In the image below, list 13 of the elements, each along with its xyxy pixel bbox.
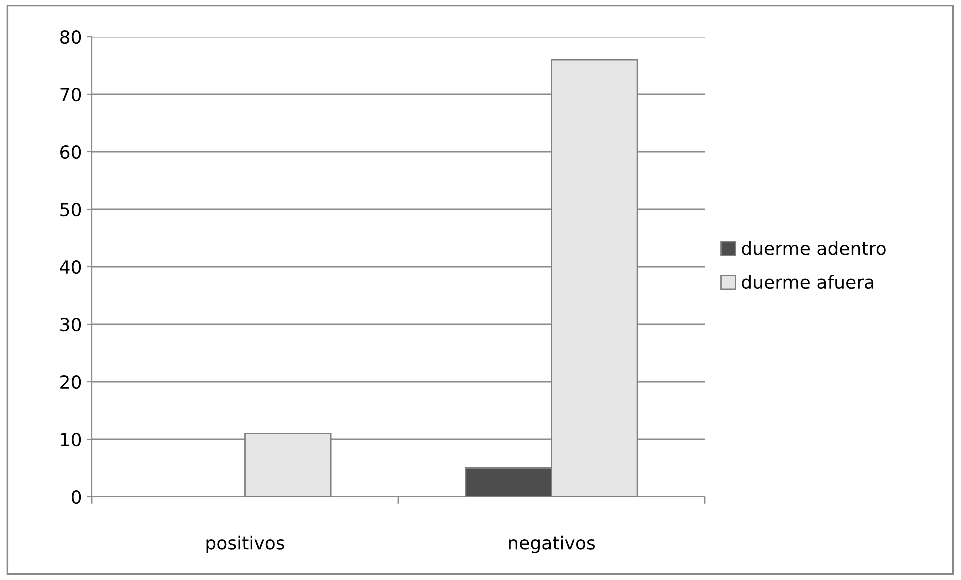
y-tick-label: 80 — [60, 30, 82, 44]
y-tick-label: 20 — [60, 375, 82, 390]
y-tick-label: 30 — [60, 318, 82, 332]
y-tick-label: 70 — [60, 88, 82, 102]
y-tick-label: 60 — [60, 145, 82, 160]
legend-label: duerme afuera — [742, 275, 874, 290]
x-tick-label: negativos — [509, 536, 596, 554]
y-tick-label: 40 — [60, 260, 82, 274]
y-tick-label: 50 — [60, 202, 82, 217]
y-tick-label: 10 — [61, 432, 82, 447]
y-tick-label: 0 — [72, 490, 82, 504]
legend-label: duerme adentro — [742, 241, 886, 256]
x-tick-label: positivos — [206, 536, 284, 554]
